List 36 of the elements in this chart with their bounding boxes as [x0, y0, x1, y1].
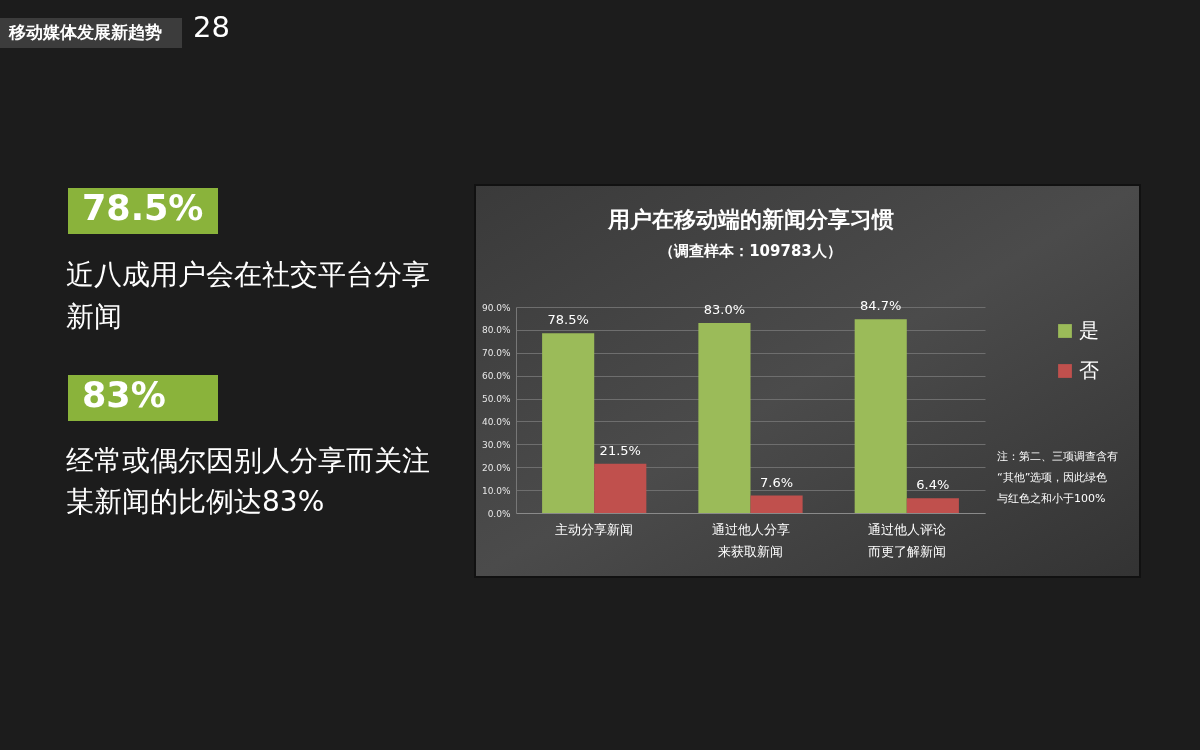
y-tick-label: 80.0% [481, 325, 511, 336]
text: 移动媒体发展新趋势 [8, 22, 162, 42]
y-tick-label: 0.0% [487, 508, 511, 519]
text: 近八成用户会在社交平台分享新闻 [66, 258, 430, 333]
data-label: 84.7% [860, 298, 902, 314]
bar [906, 498, 959, 513]
data-label: 78.5% [547, 312, 589, 328]
y-tick-label: 30.0% [481, 439, 511, 450]
y-tick-label: 70.0% [481, 348, 511, 359]
bar [854, 319, 907, 513]
text: 83% [82, 375, 166, 415]
bar [698, 323, 751, 513]
x-tick-label: 通过他人分享来获取新闻 [711, 521, 790, 559]
legend-label: 是 [1079, 318, 1099, 342]
y-tick-label: 60.0% [481, 371, 511, 382]
text: 28 [193, 10, 230, 44]
data-label: 21.5% [599, 442, 641, 458]
data-label: 6.4% [916, 477, 950, 493]
y-tick-label: 50.0% [481, 394, 511, 405]
data-label: 83.0% [703, 302, 746, 318]
bar [750, 495, 803, 513]
data-label: 7.6% [760, 474, 794, 490]
y-tick-label: 20.0% [481, 462, 511, 473]
chart-subtitle: （调查样本：109783人） [659, 242, 842, 261]
legend-label: 否 [1079, 358, 1099, 382]
chart-title: 用户在移动端的新闻分享习惯 [606, 207, 894, 233]
bar [594, 463, 647, 513]
text: 78.5% [82, 188, 204, 228]
y-tick-label: 90.0% [481, 302, 511, 313]
y-tick-label: 10.0% [481, 485, 511, 496]
text: 注：第二、三项调查含有“其他”选项，因此绿色与红色之和小于100% [997, 450, 1118, 505]
text: 经常或偶尔因别人分享而关注某新闻的比例达83% [66, 444, 430, 518]
y-tick-label: 40.0% [481, 416, 511, 427]
x-tick-label: 主动分享新闻 [555, 521, 634, 537]
bar [542, 333, 595, 513]
x-tick-label: 通过他人评论而更了解新闻 [867, 521, 946, 559]
